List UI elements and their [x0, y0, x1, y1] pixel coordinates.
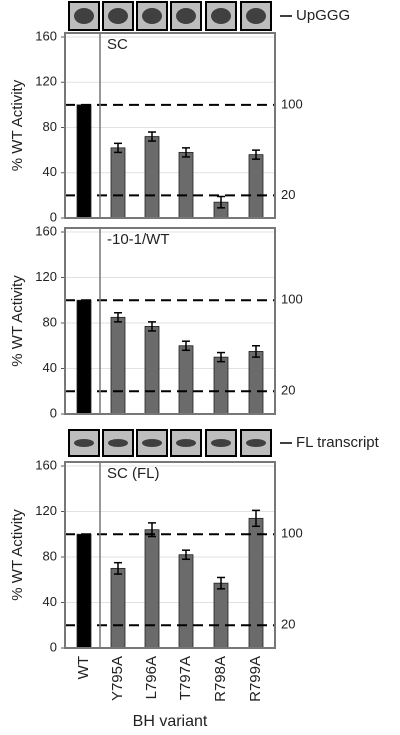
- gel-band: [176, 439, 196, 447]
- bar: [248, 351, 264, 415]
- band-label: FL transcript: [296, 434, 380, 451]
- reference-label: 20: [281, 617, 295, 632]
- y-tick-label: 160: [35, 223, 57, 238]
- panel-title: SC (FL): [107, 465, 160, 482]
- bar: [144, 529, 160, 649]
- x-tick-label: Y795A: [109, 656, 126, 701]
- bar: [144, 136, 160, 219]
- gel-band: [246, 8, 266, 24]
- y-tick-label: 40: [43, 360, 57, 375]
- gel-band: [108, 439, 128, 447]
- y-tick-label: 80: [43, 119, 57, 134]
- y-tick-label: 40: [43, 594, 57, 609]
- y-axis-label: % WT Activity: [9, 79, 26, 171]
- x-tick-label: R799A: [247, 656, 264, 702]
- y-tick-label: 0: [50, 639, 57, 654]
- bar: [144, 326, 160, 415]
- y-tick-label: 0: [50, 405, 57, 420]
- bar: [76, 299, 92, 415]
- plot-frame: [64, 32, 276, 219]
- bar: [76, 533, 92, 649]
- bar: [110, 316, 126, 415]
- panel-title: SC: [107, 36, 128, 53]
- bar: [110, 147, 126, 219]
- bar: [178, 345, 194, 415]
- bar: [178, 554, 194, 649]
- y-tick-label: 160: [35, 457, 57, 472]
- x-tick-label: WT: [75, 656, 92, 679]
- gel-band: [176, 8, 196, 24]
- band-label: UpGGG: [296, 7, 350, 24]
- plot-frame: [64, 227, 276, 415]
- bar: [178, 151, 194, 219]
- y-tick-label: 120: [35, 269, 57, 284]
- y-tick-label: 80: [43, 548, 57, 563]
- bar: [248, 154, 264, 219]
- y-tick-label: 40: [43, 164, 57, 179]
- gel-band: [246, 439, 266, 447]
- gel-band: [142, 439, 162, 447]
- gel-band: [211, 8, 231, 24]
- x-tick-label: R798A: [212, 656, 229, 702]
- bar: [110, 567, 126, 649]
- gel-band: [74, 8, 94, 24]
- y-tick-label: 160: [35, 28, 57, 43]
- bar: [213, 356, 229, 415]
- y-tick-label: 80: [43, 314, 57, 329]
- y-axis-label: % WT Activity: [9, 509, 26, 601]
- x-tick-label: L796A: [143, 656, 160, 699]
- x-tick-label: T797A: [177, 656, 194, 700]
- reference-label: 100: [281, 292, 303, 307]
- reference-label: 20: [281, 383, 295, 398]
- reference-label: 100: [281, 526, 303, 541]
- gel-band: [142, 8, 162, 24]
- bar: [248, 517, 264, 649]
- bar: [76, 104, 92, 219]
- y-axis-label: % WT Activity: [9, 275, 26, 367]
- y-tick-label: 0: [50, 209, 57, 224]
- gel-band: [211, 439, 231, 447]
- gel-band: [74, 439, 94, 447]
- gel-band: [108, 8, 128, 24]
- plot-frame: [64, 461, 276, 649]
- x-axis-label: BH variant: [133, 713, 208, 730]
- reference-label: 20: [281, 187, 295, 202]
- panel-title: -10-1/WT: [107, 231, 170, 248]
- reference-label: 100: [281, 96, 303, 111]
- y-tick-label: 120: [35, 503, 57, 518]
- y-tick-label: 120: [35, 74, 57, 89]
- bar: [213, 582, 229, 649]
